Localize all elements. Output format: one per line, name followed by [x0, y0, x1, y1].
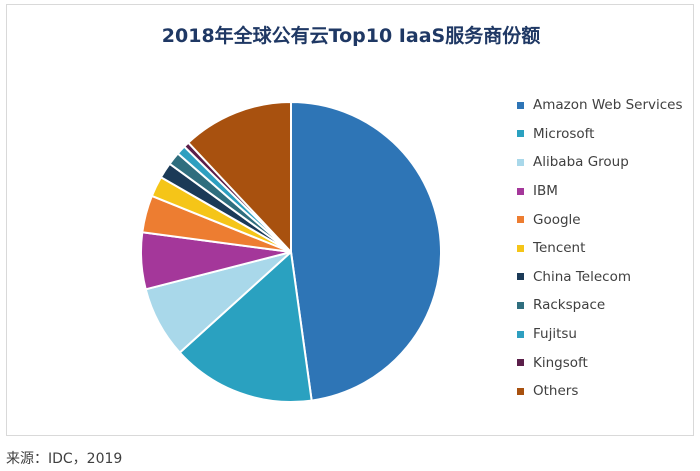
legend-swatch: [517, 244, 524, 252]
legend-label: China Telecom: [533, 268, 632, 285]
legend-swatch: [517, 216, 524, 224]
legend-swatch: [517, 101, 524, 109]
legend-item: Rackspace: [517, 291, 697, 320]
legend-item: Fujitsu: [517, 320, 697, 349]
legend-item: Others: [517, 377, 697, 406]
legend-label: Others: [533, 383, 579, 400]
legend-item: Alibaba Group: [517, 148, 697, 177]
chart-legend: Amazon Web Services Microsoft Alibaba Grou…: [517, 91, 697, 406]
legend-item: Microsoft: [517, 120, 697, 149]
legend-item: China Telecom: [517, 263, 697, 292]
legend-label: IBM: [533, 183, 558, 200]
legend-label: Kingsoft: [533, 354, 588, 371]
legend-swatch: [517, 273, 524, 281]
pie-chart: [139, 100, 442, 403]
legend-item: Google: [517, 205, 697, 234]
legend-label: Microsoft: [533, 125, 595, 142]
legend-label: Alibaba Group: [533, 154, 629, 171]
legend-label: Amazon Web Services: [533, 97, 683, 114]
source-note: 来源：IDC，2019: [6, 451, 123, 467]
pie-slice-microsoft: [178, 249, 313, 403]
pie-slice-amazon-web-services: [290, 100, 442, 402]
legend-swatch: [517, 301, 524, 309]
legend-item: Amazon Web Services: [517, 91, 697, 120]
legend-item: Tencent: [517, 234, 697, 263]
pie-slice-others: [186, 100, 292, 255]
legend-label: Rackspace: [533, 297, 606, 314]
legend-swatch: [517, 187, 524, 195]
legend-label: Fujitsu: [533, 326, 577, 343]
legend-label: Tencent: [533, 240, 586, 257]
chart-title: 2018年全球公有云Top10 IaaS服务商份额: [161, 25, 541, 47]
legend-swatch: [517, 130, 524, 138]
legend-swatch: [517, 158, 524, 166]
legend-swatch: [517, 359, 524, 367]
legend-item: Kingsoft: [517, 348, 697, 377]
legend-item: IBM: [517, 177, 697, 206]
chart-frame: 2018年全球公有云Top10 IaaS服务商份额 Amazon Web Ser…: [6, 4, 694, 436]
legend-label: Google: [533, 211, 581, 228]
legend-swatch: [517, 330, 524, 338]
legend-swatch: [517, 387, 524, 395]
